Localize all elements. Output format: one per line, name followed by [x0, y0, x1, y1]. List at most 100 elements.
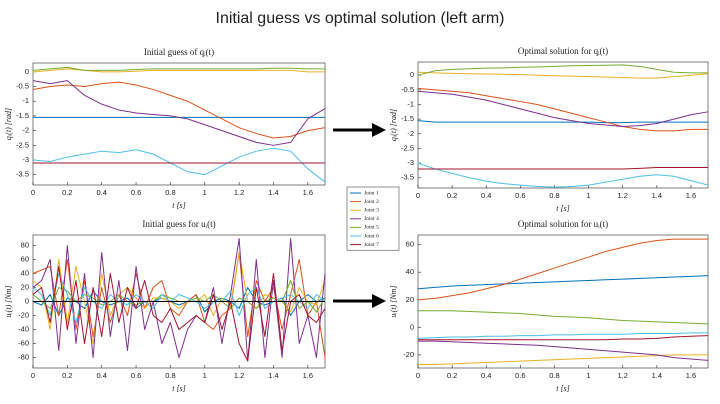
x-tick-label: 1.6: [686, 191, 696, 200]
series-line: [417, 64, 708, 76]
y-tick-label: 0: [25, 296, 29, 305]
x-tick-label: 1.2: [617, 191, 627, 200]
x-tick-label: 1.2: [617, 371, 627, 380]
y-tick-label: 40: [406, 267, 414, 276]
series-line: [418, 166, 708, 170]
y-tick-label: -1.5: [401, 114, 414, 123]
y-tick-label: 20: [406, 295, 414, 304]
legend-label: Joint 6: [364, 233, 379, 239]
x-tick-label: 0.2: [62, 188, 72, 197]
y-tick-label: -2: [407, 129, 414, 138]
arrow: [333, 123, 386, 137]
y-tick-label: -3.5: [16, 170, 29, 179]
y-tick-label: -1: [22, 96, 29, 105]
x-tick-label: 1.6: [303, 371, 313, 380]
y-tick-label: -80: [18, 352, 29, 361]
arrow: [333, 294, 386, 308]
legend: Joint 1 Joint 2 Joint 3 Joint 4 Joint 5 Joint…: [346, 186, 400, 251]
y-tick-label: -3: [407, 158, 414, 167]
x-tick-label: 1.4: [268, 371, 278, 380]
x-tick-label: 0.6: [515, 371, 525, 380]
x-tick-label: 0.4: [481, 191, 491, 200]
x-axis-label: t [s]: [172, 384, 186, 393]
y-axis-label: uᵢ(t) [Nm]: [389, 285, 398, 317]
y-tick-label: -0.5: [16, 82, 29, 91]
series-line: [418, 335, 709, 341]
legend-label: Joint 3: [364, 207, 379, 213]
panel-title: Initial guess for uᵢ(t): [142, 219, 215, 229]
y-tick-label: -0.5: [401, 85, 414, 94]
series-line: [418, 340, 709, 361]
y-tick-label: 20: [21, 282, 29, 291]
y-axis-label: qᵢ(t) [rad]: [389, 109, 398, 141]
x-tick-label: 1: [587, 191, 591, 200]
legend-label: Joint 4: [364, 216, 379, 222]
legend-label: Joint 5: [364, 225, 379, 231]
y-tick-label: 60: [21, 254, 29, 263]
y-tick-label: -1.5: [16, 111, 29, 120]
x-tick-label: 0.8: [165, 371, 175, 380]
y-tick-label: -3.5: [401, 173, 414, 182]
legend-label: Joint 2: [364, 199, 379, 205]
series-line: [32, 80, 326, 146]
y-axis-label: qᵢ(t) [rad]: [4, 108, 13, 140]
series-line: [32, 81, 326, 139]
series-line: [418, 310, 709, 325]
y-tick-label: -20: [18, 310, 29, 319]
x-tick-label: 1: [203, 188, 207, 197]
plot-area: [32, 62, 326, 186]
y-tick-label: -60: [18, 338, 29, 347]
y-tick-label: 0: [25, 67, 29, 76]
x-tick-label: 1.2: [234, 371, 244, 380]
x-tick-label: 0: [416, 191, 420, 200]
y-tick-label: -2: [22, 126, 29, 135]
y-tick-label: 0: [410, 322, 414, 331]
x-tick-label: 0: [416, 371, 420, 380]
legend-label: Joint 7: [364, 242, 379, 248]
x-axis-label: t [s]: [556, 384, 570, 393]
x-tick-label: 1: [203, 371, 207, 380]
x-tick-label: 0.2: [62, 371, 72, 380]
series-line: [32, 66, 325, 71]
x-tick-label: 0.2: [447, 371, 457, 380]
x-axis-label: t [s]: [556, 204, 570, 213]
x-tick-label: 0.4: [96, 371, 106, 380]
plot-area: [417, 234, 709, 369]
y-tick-label: -40: [18, 324, 29, 333]
series-line: [417, 238, 708, 301]
x-tick-label: 0.6: [515, 191, 525, 200]
series-line: [417, 87, 708, 132]
legend-label: Joint 1: [364, 190, 379, 196]
y-axis-label: uᵢ(t) [Nm]: [4, 285, 13, 317]
x-tick-label: 0.8: [549, 191, 559, 200]
series-line: [417, 332, 708, 339]
y-tick-label: 60: [406, 240, 414, 249]
x-tick-label: 0.8: [549, 371, 559, 380]
y-tick-label: 40: [21, 268, 29, 277]
x-tick-label: 0.8: [165, 188, 175, 197]
series-line: [417, 90, 709, 127]
x-tick-label: 0.4: [96, 188, 106, 197]
x-tick-label: 1.4: [652, 191, 662, 200]
y-tick-label: 0: [410, 70, 414, 79]
slide-title: Initial guess vs optimal solution (left …: [216, 10, 505, 27]
x-tick-label: 1.4: [268, 188, 278, 197]
series-line: [417, 162, 709, 188]
series-line: [417, 275, 709, 290]
series-line: [32, 266, 326, 362]
y-tick-label: -2.5: [16, 140, 29, 149]
panel-title: Optimal solution for qᵢ(t): [518, 46, 608, 56]
x-tick-label: 1.4: [652, 371, 662, 380]
panel-title: Initial guess of qᵢ(t): [144, 47, 214, 57]
x-tick-label: 1.6: [303, 188, 313, 197]
y-tick-label: -3: [22, 155, 29, 164]
x-tick-label: 1.6: [686, 371, 696, 380]
x-tick-label: 0.4: [481, 371, 491, 380]
y-tick-label: -2.5: [401, 143, 414, 152]
y-tick-label: 80: [21, 240, 29, 249]
x-tick-label: 0.6: [131, 371, 141, 380]
x-tick-label: 0.6: [131, 188, 141, 197]
x-tick-label: 0: [31, 371, 35, 380]
x-tick-label: 0.2: [447, 191, 457, 200]
